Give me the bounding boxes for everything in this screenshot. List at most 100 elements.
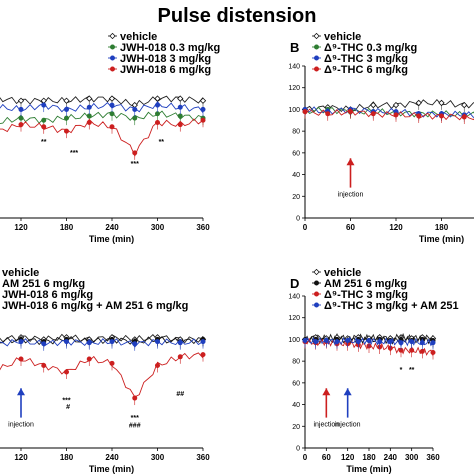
data-point [132, 115, 138, 121]
significance-annotation: *** [62, 397, 70, 404]
panel-letter: D [290, 276, 299, 291]
legend-marker [313, 32, 320, 40]
chart-panel-d: D 0 20 40 60 80 100 120 140 0 60 120 180 240 300 360 Tim… [288, 267, 458, 474]
y-tick-label: 100 [288, 107, 300, 114]
data-point [64, 128, 70, 134]
series-line [304, 108, 474, 121]
data-point [155, 111, 161, 117]
series-line [0, 110, 204, 125]
data-point [430, 340, 436, 346]
y-tick-label: 120 [288, 315, 300, 322]
data-point [41, 341, 47, 347]
injection-label: injection [338, 192, 364, 199]
series-line [304, 106, 474, 118]
legend-marker [313, 302, 319, 308]
y-tick-label: 60 [292, 380, 300, 387]
data-point [86, 356, 92, 362]
significance-annotation: * [400, 367, 403, 374]
significance-annotation: *** [131, 161, 139, 168]
data-point [370, 111, 376, 117]
y-tick-label: 80 [292, 129, 300, 136]
legend-entry: Δ⁹-THC 6 mg/kg [324, 64, 408, 76]
data-point [409, 339, 415, 345]
data-point [108, 95, 116, 102]
y-tick-label: 60 [292, 150, 300, 157]
data-point [154, 95, 161, 102]
legend-entry: AM 251 6 mg/kg [2, 278, 85, 290]
x-tick-label: 180 [362, 453, 376, 462]
data-point [155, 102, 161, 108]
data-point [109, 360, 115, 366]
figure-title: Pulse distension [158, 5, 317, 27]
legend-entry: JWH-018 6 mg/kg [2, 289, 93, 301]
data-point [109, 124, 115, 130]
data-point [377, 339, 383, 345]
legend-entry: vehicle [120, 31, 157, 43]
y-tick-label: 140 [288, 294, 300, 301]
data-point [200, 106, 206, 112]
injection-label: injection [313, 422, 339, 429]
legend-entry: Δ⁹-THC 0.3 mg/kg [324, 42, 417, 54]
x-tick-label: 0 [303, 453, 308, 462]
data-point [41, 117, 47, 123]
x-tick-label: 120 [389, 223, 403, 232]
injection-arrow-head [322, 388, 331, 396]
data-point [461, 114, 467, 120]
series-line [0, 101, 204, 113]
legend-entry: JWH-018 6 mg/kg [120, 64, 211, 76]
data-point [438, 113, 444, 119]
y-tick-label: 40 [292, 172, 300, 179]
x-axis-label: Time (min) [89, 464, 134, 474]
data-point [86, 113, 92, 119]
data-point [86, 119, 92, 125]
x-axis-label: Time (min) [89, 234, 134, 244]
y-tick-label: 40 [292, 402, 300, 409]
injection-label: injection [8, 422, 34, 429]
y-tick-label: 0 [296, 216, 300, 223]
data-point [430, 349, 436, 355]
data-point [392, 101, 400, 109]
data-point [355, 339, 361, 345]
data-point [313, 339, 319, 345]
x-tick-label: 180 [60, 223, 74, 232]
x-tick-label: 300 [405, 453, 419, 462]
data-point [64, 369, 70, 375]
data-point [200, 352, 206, 358]
data-point [132, 395, 138, 401]
data-point [419, 340, 425, 346]
legend-marker [313, 44, 319, 50]
data-point [18, 356, 24, 362]
data-point [200, 117, 206, 123]
data-point [155, 119, 161, 125]
x-tick-label: 180 [435, 223, 449, 232]
data-point [200, 339, 206, 345]
data-point [86, 340, 92, 346]
data-point [132, 150, 138, 156]
data-point [177, 104, 183, 110]
data-point [86, 104, 92, 110]
legend-marker [110, 66, 116, 72]
legend-marker [110, 44, 116, 50]
data-point [302, 109, 308, 115]
data-point [325, 111, 331, 117]
legend-entry: Δ⁹-THC 3 mg/kg [324, 53, 408, 65]
legend-entry: vehicle [2, 267, 39, 279]
data-point [416, 113, 422, 119]
data-point [18, 122, 24, 128]
significance-annotation: ## [176, 391, 184, 398]
x-tick-label: 360 [196, 453, 210, 462]
y-tick-label: 0 [296, 446, 300, 453]
legend-entry: JWH-018 6 mg/kg + AM 251 6 mg/kg [2, 300, 188, 312]
series-line [304, 106, 474, 118]
data-point [347, 109, 353, 115]
significance-annotation: *** [131, 415, 139, 422]
x-tick-label: 240 [384, 453, 398, 462]
y-tick-label: 80 [292, 359, 300, 366]
legend-entry: vehicle [324, 267, 361, 279]
x-axis-label: Time (min) [419, 234, 464, 244]
data-point [18, 339, 24, 345]
y-tick-label: 20 [292, 424, 300, 431]
data-point [41, 102, 47, 108]
